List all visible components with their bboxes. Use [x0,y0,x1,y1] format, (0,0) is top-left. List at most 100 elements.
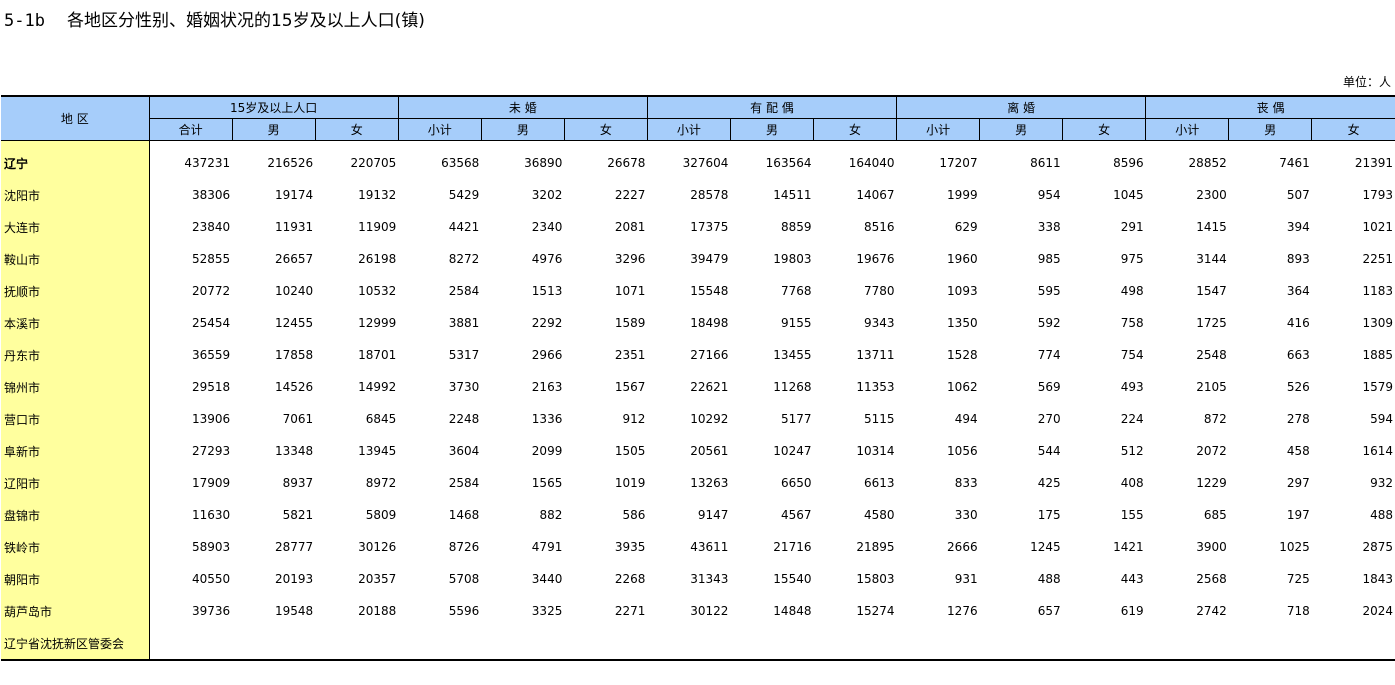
value-cell: 39736 [191,604,231,618]
value-cell: 14067 [856,188,895,202]
value-cell: 1045 [1113,188,1144,202]
value-cell: 3881 [448,316,480,330]
value-cell: 220705 [350,156,397,170]
value-cell: 493 [1120,380,1144,394]
header-sub-subtotal: 小计 [646,118,731,141]
value-cell: 1421 [1113,540,1144,554]
region-cell: 本溪市 [1,307,150,339]
value-cell: 498 [1120,284,1144,298]
header-sub-female: 女 [563,118,648,141]
value-cell: 1547 [1196,284,1227,298]
value-cell: 2584 [448,284,480,298]
value-cell: 425 [1037,476,1061,490]
value-cell: 2227 [614,188,646,202]
value-cell: 2248 [448,412,480,426]
value-cell: 30126 [358,540,397,554]
value-cell: 39479 [690,252,729,266]
value-cell: 11353 [856,380,895,394]
value-cell: 882 [539,508,563,522]
value-cell: 5596 [448,604,480,618]
value-cell: 5821 [282,508,314,522]
value-cell: 17909 [191,476,231,490]
value-cell: 297 [1286,476,1310,490]
value-cell: 36559 [191,348,231,362]
value-cell: 13455 [773,348,812,362]
value-cell: 1468 [448,508,480,522]
value-cell: 5809 [365,508,397,522]
value-cell: 758 [1120,316,1144,330]
table-row: 丹东市 36559 17858 18701 5317 2966 2351 27166 13455… [1,339,1395,371]
region-cell: 盘锦市 [1,499,150,531]
value-cell: 6845 [365,412,397,426]
table-row: 朝阳市 40550 20193 20357 5708 3440 2268 31343 15540… [1,563,1395,595]
table-code: 5-1b [4,11,45,31]
value-cell: 3730 [448,380,480,394]
value-cell: 18701 [358,348,397,362]
value-cell: 494 [954,412,978,426]
header-sub-male: 男 [1228,118,1312,141]
table-row: 阜新市 27293 13348 13945 3604 2099 1505 20561 10247… [1,435,1395,467]
value-cell: 5115 [864,412,895,426]
value-cell [398,627,482,661]
value-cell: 595 [1037,284,1061,298]
value-cell: 893 [1286,252,1310,266]
value-cell: 30122 [690,604,729,618]
value-cell: 416 [1286,316,1310,330]
value-cell: 15803 [856,572,895,586]
value-cell: 8937 [282,476,314,490]
value-cell [813,627,897,661]
value-cell: 18498 [690,316,729,330]
value-cell: 2666 [947,540,978,554]
region-cell: 辽阳市 [1,467,150,499]
value-cell: 28852 [1188,156,1227,170]
header-group-total: 15岁及以上人口 [148,95,399,119]
table-row: 大连市 23840 11931 11909 4421 2340 2081 17375 8859 8… [1,211,1395,243]
table-title: 5-1b 各地区分性别、婚姻状况的15岁及以上人口(镇) [4,6,425,31]
value-cell [1145,627,1229,661]
value-cell: 175 [1037,508,1061,522]
value-cell: 1885 [1362,348,1393,362]
value-cell: 8972 [365,476,397,490]
value-cell: 4421 [448,220,480,234]
value-cell: 19174 [275,188,314,202]
spacer-cell [1,140,150,147]
value-cell: 10247 [773,444,812,458]
value-cell: 2292 [531,316,563,330]
header-group-widowed: 丧 偶 [1145,95,1395,119]
value-cell: 3202 [531,188,563,202]
value-cell: 2351 [614,348,646,362]
value-cell [1062,627,1146,661]
value-cell: 754 [1120,348,1144,362]
value-cell: 1056 [947,444,978,458]
value-cell: 19803 [773,252,812,266]
region-cell: 锦州市 [1,371,150,403]
value-cell: 11931 [275,220,314,234]
value-cell [1228,627,1312,661]
value-cell: 7061 [282,412,314,426]
value-cell: 985 [1037,252,1061,266]
header-group-unmarried: 未 婚 [397,95,648,119]
value-cell: 437231 [184,156,231,170]
value-cell: 2163 [531,380,563,394]
value-cell: 25454 [191,316,231,330]
value-cell: 11909 [358,220,397,234]
value-cell: 1245 [1030,540,1061,554]
value-cell: 1999 [947,188,978,202]
value-cell: 1725 [1196,316,1227,330]
value-cell: 13263 [690,476,729,490]
region-cell: 丹东市 [1,339,150,371]
header-sub-female: 女 [1062,118,1146,141]
value-cell: 1019 [614,476,646,490]
value-cell: 19676 [856,252,895,266]
value-cell: 1567 [614,380,646,394]
value-cell: 12455 [275,316,314,330]
value-cell: 2742 [1196,604,1227,618]
value-cell: 155 [1120,508,1144,522]
value-cell: 1025 [1279,540,1310,554]
value-cell: 27293 [191,444,231,458]
value-cell: 4580 [864,508,895,522]
value-cell: 31343 [690,572,729,586]
value-cell: 20561 [690,444,729,458]
value-cell [730,627,814,661]
value-cell: 17207 [939,156,978,170]
